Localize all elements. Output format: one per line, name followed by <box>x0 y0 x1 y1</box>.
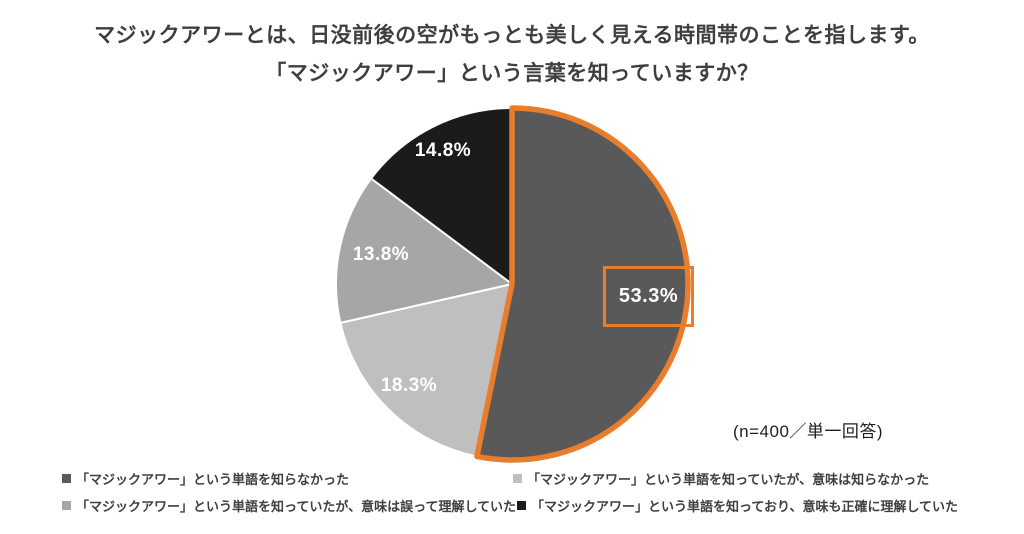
slice-label-14-8: 14.8% <box>414 140 472 161</box>
slice-label-18-3: 18.3% <box>380 375 438 396</box>
legend-marker-icon <box>62 474 71 483</box>
slice-label-53-3: 53.3% <box>618 285 679 307</box>
legend-label-1: 「マジックアワー」という単語を知らなかった <box>76 472 350 487</box>
legend-item-1: 「マジックアワー」という単語を知らなかった <box>62 471 349 488</box>
pie-slice <box>370 107 513 285</box>
legend-item-4: 「マジックアワー」という単語を知っており、意味も正確に理解していた <box>517 498 958 515</box>
highlight-callout-box: 53.3% <box>603 266 694 327</box>
legend-label-2: 「マジックアワー」という単語を知っていたが、意味は知らなかった <box>527 472 930 487</box>
legend-item-3: 「マジックアワー」という単語を知っていたが、意味は誤って理解していた <box>62 498 516 515</box>
legend-label-3: 「マジックアワー」という単語を知っていたが、意味は誤って理解していた <box>76 499 517 514</box>
pie-slice <box>335 177 513 324</box>
pie-slice <box>339 283 513 458</box>
legend-label-4: 「マジックアワー」という単語を知っており、意味も正確に理解していた <box>531 499 959 514</box>
legend-item-2: 「マジックアワー」という単語を知っていたが、意味は知らなかった <box>513 471 929 488</box>
legend-marker-icon <box>513 474 522 483</box>
sample-size-note: (n=400／単一回答) <box>733 422 884 441</box>
pie-chart <box>328 100 696 468</box>
chart-title-line1: マジックアワーとは、日没前後の空がもっとも美しく見える時間帯のことを指します。 <box>94 24 930 47</box>
legend-marker-icon <box>62 501 71 510</box>
legend-marker-icon <box>517 501 526 510</box>
slice-label-13-8: 13.8% <box>352 244 410 265</box>
chart-title-line2: 「マジックアワー」という言葉を知っていますか？ <box>265 62 759 85</box>
pie-svg <box>335 105 691 463</box>
pie-slice <box>474 105 691 463</box>
